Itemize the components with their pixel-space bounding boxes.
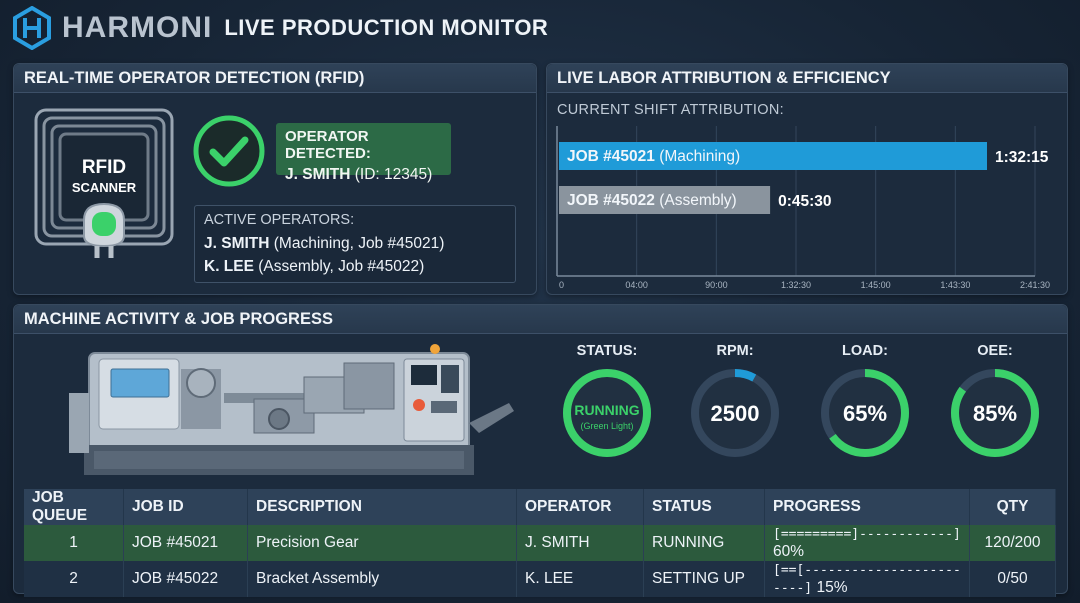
detected-operator-name: J. SMITH <box>285 166 351 183</box>
active-operator-item: J. SMITH (Machining, Job #45021) <box>204 232 506 255</box>
oee-gauge-label: OEE: <box>977 343 1013 359</box>
progress-percent: 60% <box>773 543 805 560</box>
status-gauge-value: RUNNING <box>574 402 639 418</box>
oee-gauge: OEE: 85% <box>945 343 1045 461</box>
table-header-row: JOB QUEUE JOB ID DESCRIPTION OPERATOR ST… <box>24 489 1056 525</box>
table-row[interactable]: 1 JOB #45021 Precision Gear J. SMITH RUN… <box>24 525 1056 561</box>
brand-name: HARMONI <box>62 11 213 44</box>
progress-text-bar: [==[------------------------] <box>773 563 961 596</box>
cell-qty: 120/200 <box>969 525 1056 561</box>
labor-panel-title: LIVE LABOR ATTRIBUTION & EFFICIENCY <box>547 64 1067 93</box>
col-status[interactable]: STATUS <box>643 489 765 525</box>
chart-tick-label: 04:00 <box>625 280 648 290</box>
chart-data-label: 0:45:30 <box>778 193 831 210</box>
cell-status: RUNNING <box>643 525 765 561</box>
active-operator-detail: (Assembly, Job #45022) <box>258 258 425 275</box>
progress-text-bar: [=========]------------] <box>773 527 961 542</box>
rfid-panel-title: REAL-TIME OPERATOR DETECTION (RFID) <box>14 64 536 93</box>
chart-tick-label: 0 <box>559 280 564 290</box>
status-gauge: STATUS: RUNNING (Green Light) <box>557 343 657 461</box>
chart-tick-label: 2:41:30 <box>1020 280 1050 290</box>
cell-progress: [==[------------------------] 15% <box>764 561 970 597</box>
cnc-lathe-illustration <box>69 344 514 475</box>
load-gauge: LOAD: 65% <box>815 343 915 461</box>
cell-operator: K. LEE <box>516 561 644 597</box>
job-queue-table: JOB QUEUE JOB ID DESCRIPTION OPERATOR ST… <box>24 489 1056 597</box>
rpm-gauge-arc <box>691 369 779 457</box>
machine-panel-title: MACHINE ACTIVITY & JOB PROGRESS <box>14 305 1067 334</box>
table-row[interactable]: 2 JOB #45022 Bracket Assembly K. LEE SET… <box>24 561 1056 597</box>
active-operators-title: ACTIVE OPERATORS: <box>204 212 355 228</box>
labor-attribution-chart: 0 04:00 90:00 1:32:30 1:45:00 1:43:30 2:41:30 J… <box>556 126 1050 290</box>
page-title: LIVE PRODUCTION MONITOR <box>224 15 549 40</box>
chart-bar <box>559 142 987 170</box>
cell-qty: 0/50 <box>969 561 1056 597</box>
oee-gauge-value: 85% <box>973 401 1017 426</box>
operator-detected-title: OPERATOR DETECTED: <box>285 128 371 162</box>
cell-status: SETTING UP <box>643 561 765 597</box>
status-gauge-sub: (Green Light) <box>580 421 633 431</box>
status-gauge-label: STATUS: <box>576 343 638 359</box>
active-operator-item: K. LEE (Assembly, Job #45022) <box>204 255 506 278</box>
rfid-panel: REAL-TIME OPERATOR DETECTION (RFID) RFID… <box>13 63 537 295</box>
rfid-scanner-icon: RFID SCANNER <box>34 108 174 258</box>
scanner-label-scanner: SCANNER <box>72 180 137 195</box>
oee-gauge-ring: 85% <box>951 369 1039 457</box>
cell-queue: 2 <box>24 561 124 597</box>
chart-tick-label: 90:00 <box>705 280 728 290</box>
operator-detected-badge: OPERATOR DETECTED: J. SMITH (ID: 12345) <box>276 123 451 183</box>
col-progress[interactable]: PROGRESS <box>764 489 970 525</box>
col-description[interactable]: DESCRIPTION <box>247 489 517 525</box>
machine-panel: MACHINE ACTIVITY & JOB PROGRESS STATUS: … <box>13 304 1068 597</box>
active-operators-box: ACTIVE OPERATORS: J. SMITH (Machining, J… <box>194 205 516 283</box>
rpm-gauge-value: 2500 <box>711 401 760 426</box>
col-qty[interactable]: QTY <box>969 489 1056 525</box>
chart-bar-label: JOB #45021 (Machining) <box>567 148 740 165</box>
shift-attribution-label: CURRENT SHIFT ATTRIBUTION: <box>557 102 784 118</box>
progress-percent: 15% <box>816 579 848 596</box>
active-operator-name: J. SMITH <box>204 235 270 252</box>
chart-bar <box>559 186 771 214</box>
operator-detected-check-icon <box>193 115 265 187</box>
cell-operator: J. SMITH <box>516 525 644 561</box>
active-operator-detail: (Machining, Job #45021) <box>273 235 445 252</box>
cell-description: Precision Gear <box>247 525 517 561</box>
harmoni-logo-icon <box>13 6 51 50</box>
detected-operator-id: (ID: 12345) <box>354 166 433 183</box>
load-gauge-value: 65% <box>843 401 887 426</box>
app-header: HARMONI LIVE PRODUCTION MONITOR <box>12 4 548 52</box>
rpm-gauge-label: RPM: <box>716 343 754 359</box>
cell-job-id: JOB #45022 <box>123 561 248 597</box>
status-gauge-arc <box>563 369 651 457</box>
rpm-gauge-ring: 2500 <box>691 369 779 457</box>
chart-bar-label: JOB #45022 (Assembly) <box>567 192 737 209</box>
operator-detected-name: J. SMITH (ID: 12345) <box>285 166 442 184</box>
labor-panel: LIVE LABOR ATTRIBUTION & EFFICIENCY CURR… <box>546 63 1068 295</box>
chart-tick-label: 1:32:30 <box>781 280 811 290</box>
cell-job-id: JOB #45021 <box>123 525 248 561</box>
chart-tick-label: 1:45:00 <box>861 280 891 290</box>
chart-data-label: 1:32:15 <box>995 149 1049 166</box>
cell-progress: [=========]------------] 60% <box>764 525 970 561</box>
load-gauge-arc <box>821 369 909 457</box>
oee-gauge-arc <box>951 369 1039 457</box>
chart-tick-label: 1:43:30 <box>940 280 970 290</box>
col-job-queue[interactable]: JOB QUEUE <box>24 489 124 525</box>
scanner-label-rfid: RFID <box>82 157 126 178</box>
load-gauge-label: LOAD: <box>842 343 888 359</box>
cell-queue: 1 <box>24 525 124 561</box>
col-job-id[interactable]: JOB ID <box>123 489 248 525</box>
col-operator[interactable]: OPERATOR <box>516 489 644 525</box>
cell-description: Bracket Assembly <box>247 561 517 597</box>
active-operator-name: K. LEE <box>204 258 254 275</box>
status-gauge-ring: RUNNING (Green Light) <box>563 369 651 457</box>
rpm-gauge: RPM: 2500 <box>685 343 785 461</box>
load-gauge-ring: 65% <box>821 369 909 457</box>
